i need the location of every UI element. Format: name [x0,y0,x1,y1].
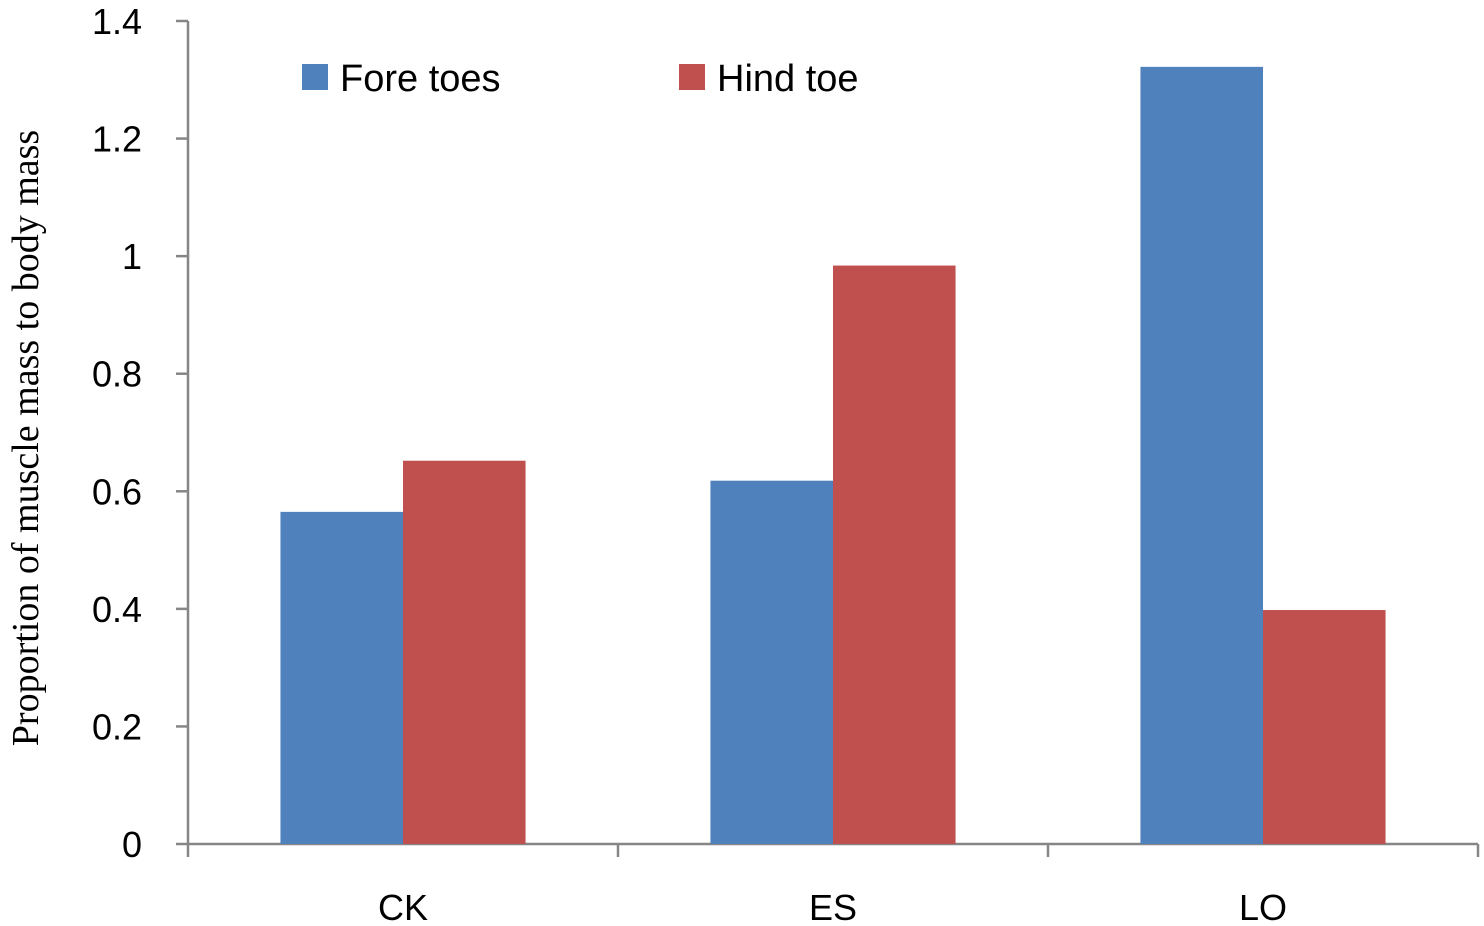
x-category-labels-group: CK ES LO [378,887,1287,926]
bar-lo-hind-toe [1263,610,1386,844]
y-tick-label: 0.4 [92,589,142,630]
bar-ck-hind-toe [403,460,526,844]
y-tick-label: 0.6 [92,471,142,512]
bars-group [280,66,1386,845]
y-tick-label: 1.4 [92,1,142,42]
legend-swatch [302,64,328,90]
x-category-label: CK [378,887,428,926]
y-tick-label: 0.2 [92,706,142,747]
y-tick-label: 1 [122,236,142,277]
bar-ck-fore-toes [280,511,403,844]
x-category-label: ES [809,887,857,926]
legend-label: Hind toe [717,58,859,100]
legend-label: Fore toes [340,58,501,100]
y-axis-title: Proportion of muscle mass to body mass [5,130,47,746]
x-category-label: LO [1239,887,1287,926]
bar-lo-fore-toes [1140,66,1263,845]
bar-es-hind-toe [833,265,956,844]
bar-es-fore-toes [710,480,833,844]
y-tick-label: 0 [122,824,142,865]
legend-swatch [679,64,705,90]
y-tick-label: 1.2 [92,119,142,160]
y-tick-labels-group: 0 0.2 0.4 0.6 0.8 1 1.2 1.4 [92,1,142,865]
y-tick-label: 0.8 [92,354,142,395]
legend: Fore toes Hind toe [302,58,859,100]
